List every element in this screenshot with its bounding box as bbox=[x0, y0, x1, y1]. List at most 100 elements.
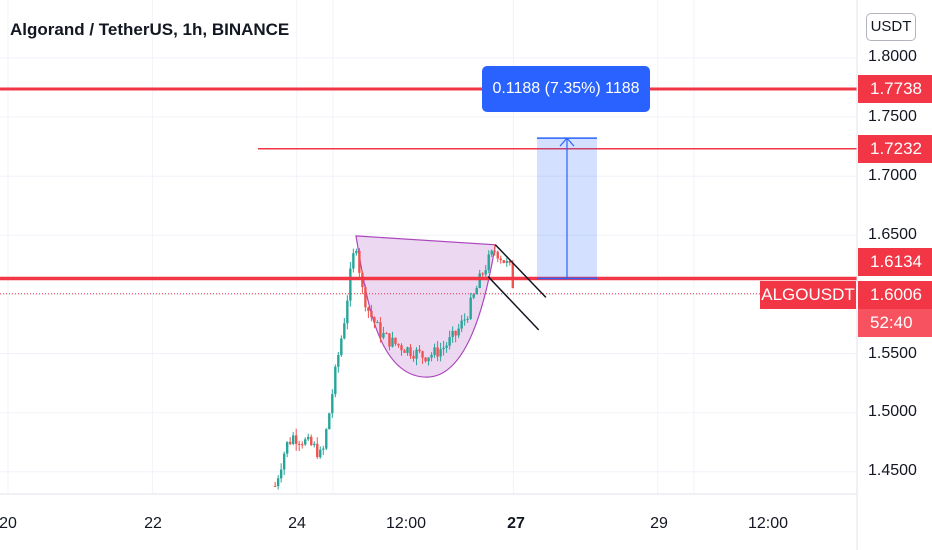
candle-body bbox=[346, 300, 349, 324]
cup-shape bbox=[355, 235, 497, 378]
candle-body bbox=[442, 347, 445, 350]
level-tag-top: 1.7738 bbox=[858, 75, 932, 103]
candle-body bbox=[424, 357, 427, 362]
candle-body bbox=[291, 435, 295, 444]
candle-body bbox=[448, 337, 451, 346]
candle-body bbox=[285, 441, 289, 454]
bar-countdown: 52:40 bbox=[858, 309, 932, 337]
candle-body bbox=[460, 320, 463, 329]
chart-title: Algorand / TetherUS, 1h, BINANCE bbox=[10, 20, 290, 39]
candle-body bbox=[298, 443, 301, 445]
candle-body bbox=[415, 349, 418, 359]
candle-body bbox=[301, 444, 304, 446]
candle-body bbox=[340, 338, 343, 356]
candle-body bbox=[316, 443, 319, 458]
candle-body bbox=[475, 287, 478, 295]
candle-body bbox=[273, 485, 277, 487]
price-range-measure bbox=[537, 137, 597, 280]
x-tick: 29 bbox=[650, 515, 668, 532]
y-tick: 1.6500 bbox=[868, 226, 917, 243]
candle-body bbox=[376, 322, 379, 324]
candle-body bbox=[276, 478, 280, 487]
candle-body bbox=[421, 351, 424, 358]
candle-body bbox=[451, 330, 454, 338]
candle-body bbox=[355, 250, 358, 254]
candle-body bbox=[487, 254, 490, 271]
candle-body bbox=[385, 333, 388, 335]
x-tick: 22 bbox=[144, 515, 162, 532]
channel-lower bbox=[487, 276, 540, 331]
candle-body bbox=[349, 268, 352, 301]
candle-body bbox=[294, 435, 298, 444]
candle-body bbox=[508, 261, 511, 263]
candle-body bbox=[463, 319, 466, 321]
y-tick: 1.4500 bbox=[868, 462, 917, 479]
candle-body bbox=[307, 436, 310, 440]
candle-body bbox=[388, 333, 391, 347]
x-tick: 24 bbox=[288, 515, 306, 532]
candle-body bbox=[400, 345, 403, 351]
candle-body bbox=[481, 273, 484, 275]
candle-body bbox=[382, 333, 385, 338]
candle-body bbox=[288, 441, 292, 444]
candle-body bbox=[511, 262, 514, 289]
candle-body bbox=[412, 355, 415, 359]
measure-label: 0.1188 (7.35%) 1188 bbox=[482, 66, 650, 112]
candle-body bbox=[436, 347, 439, 357]
cup-pattern bbox=[355, 235, 497, 378]
candle-body bbox=[472, 294, 475, 298]
candle-body bbox=[478, 273, 481, 288]
candle-body bbox=[364, 287, 367, 308]
candle-body bbox=[310, 436, 313, 446]
candle-body bbox=[484, 270, 487, 275]
candle-body bbox=[409, 347, 412, 356]
candle-body bbox=[418, 349, 421, 352]
candle-body bbox=[319, 449, 322, 458]
measure-arrow-head bbox=[559, 137, 575, 147]
channel-upper bbox=[494, 244, 547, 298]
currency-unit-button[interactable]: USDT bbox=[866, 13, 916, 41]
candlestick-series bbox=[273, 244, 514, 490]
level-tag-mid: 1.7232 bbox=[858, 135, 932, 163]
y-tick: 1.8000 bbox=[868, 48, 917, 65]
candle-body bbox=[334, 366, 337, 395]
candle-body bbox=[457, 328, 460, 336]
candle-body bbox=[406, 347, 409, 353]
candle-body bbox=[394, 337, 397, 344]
last-price-tag: 1.6006 bbox=[858, 281, 932, 309]
candle-body bbox=[439, 349, 442, 357]
candle-body bbox=[328, 413, 331, 430]
candle-body bbox=[304, 439, 307, 445]
horizontal-levels bbox=[0, 87, 857, 295]
candle-body bbox=[433, 347, 436, 355]
candle-body bbox=[493, 250, 496, 252]
candle-body bbox=[505, 261, 508, 263]
x-tick: 27 bbox=[507, 515, 525, 532]
candle-body bbox=[313, 443, 316, 446]
y-tick: 1.5500 bbox=[868, 345, 917, 362]
candle-body bbox=[379, 322, 382, 338]
candle-body bbox=[352, 253, 355, 269]
candle-body bbox=[331, 394, 334, 414]
candle-body bbox=[325, 429, 328, 449]
candle-body bbox=[496, 251, 499, 259]
candle-body bbox=[469, 297, 472, 319]
candle-body bbox=[367, 307, 370, 311]
candle-body bbox=[391, 337, 394, 347]
candle-body bbox=[343, 323, 346, 339]
flag-channel bbox=[487, 244, 547, 331]
y-tick: 1.7000 bbox=[868, 167, 917, 184]
candle-body bbox=[397, 343, 400, 346]
candle-body bbox=[490, 250, 493, 255]
y-tick: 1.7500 bbox=[868, 108, 917, 125]
x-tick: 20 bbox=[0, 515, 17, 532]
symbol-label: ALGOUSDT bbox=[760, 281, 856, 309]
x-tick: 12:00 bbox=[385, 515, 427, 532]
candle-body bbox=[454, 330, 457, 336]
candle-body bbox=[427, 357, 430, 362]
candle-body bbox=[430, 354, 433, 358]
candle-body bbox=[373, 317, 376, 323]
candle-body bbox=[370, 310, 373, 318]
candle-body bbox=[466, 318, 469, 320]
